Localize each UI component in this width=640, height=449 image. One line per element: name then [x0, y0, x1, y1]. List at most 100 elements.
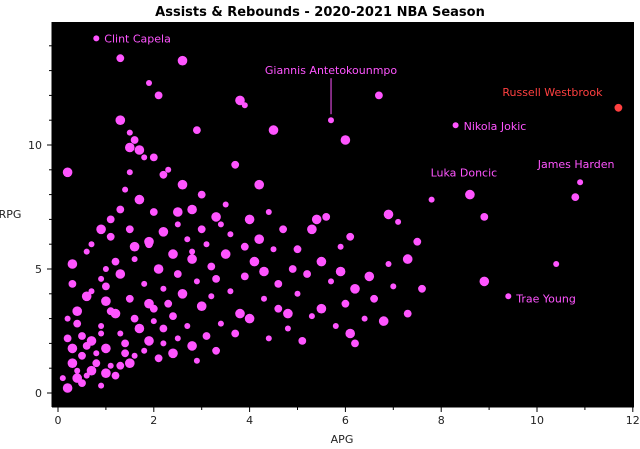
data-point [67, 259, 78, 269]
annotation-label: Clint Capela [104, 32, 171, 45]
data-point [92, 359, 101, 368]
data-point [121, 349, 129, 358]
data-point [571, 193, 580, 202]
data-point [254, 179, 264, 190]
data-point [265, 209, 272, 215]
data-point [217, 320, 224, 327]
data-point [402, 254, 413, 264]
data-point [158, 227, 169, 237]
data-point [88, 241, 95, 248]
data-point [211, 212, 221, 222]
data-point [98, 330, 105, 337]
data-point [265, 335, 272, 342]
data-point [403, 309, 412, 318]
y-tick-label: 5 [35, 263, 42, 276]
data-point [141, 347, 148, 354]
data-point [150, 318, 157, 325]
data-point [101, 343, 111, 354]
x-tick-label: 4 [246, 414, 253, 427]
data-point [98, 323, 105, 329]
data-point [72, 306, 82, 317]
data-point [173, 207, 183, 217]
data-point [149, 208, 158, 216]
data-point [294, 290, 301, 297]
data-point [390, 283, 397, 290]
data-point [102, 266, 109, 272]
data-point [131, 352, 138, 359]
data-point [83, 248, 90, 255]
data-point [244, 214, 255, 225]
x-tick-label: 6 [342, 414, 349, 427]
data-point [202, 332, 211, 340]
data-point [169, 312, 177, 320]
data-point [68, 280, 77, 288]
data-point [298, 337, 307, 345]
data-point [364, 271, 375, 282]
data-point [288, 265, 297, 273]
data-point [418, 284, 426, 293]
x-tick-label: 0 [55, 414, 62, 427]
data-point [116, 361, 125, 370]
data-point [303, 270, 311, 278]
data-point [145, 240, 153, 249]
data-point [102, 282, 110, 291]
data-point [212, 346, 221, 355]
data-point [341, 299, 350, 308]
data-point [307, 224, 317, 235]
data-point [96, 224, 106, 235]
x-axis-label: APG [331, 433, 354, 446]
data-point [361, 315, 368, 322]
x-tick-label: 2 [150, 414, 157, 427]
data-point [479, 276, 490, 287]
data-point [153, 264, 164, 274]
data-point [395, 218, 402, 225]
data-point [126, 129, 133, 136]
data-point [187, 341, 197, 351]
data-point [129, 241, 140, 252]
data-point [350, 284, 360, 294]
data-point [130, 314, 139, 323]
data-point [67, 358, 78, 369]
points-layer [59, 35, 623, 393]
data-point [122, 186, 129, 193]
data-point [93, 350, 100, 357]
data-point [63, 334, 72, 343]
data-point [553, 261, 560, 267]
data-point [81, 291, 92, 302]
data-point [78, 332, 86, 340]
data-point [261, 295, 267, 302]
x-tick-label: 12 [626, 414, 640, 427]
data-point [332, 323, 339, 329]
data-point [67, 343, 78, 354]
data-point [115, 269, 126, 279]
data-point [254, 234, 264, 244]
data-point [141, 154, 148, 161]
data-point [101, 368, 111, 379]
data-point [283, 308, 293, 319]
annotation-label: James Harden [537, 158, 615, 171]
annotation-label: Russell Westbrook [502, 86, 603, 99]
data-point [177, 289, 188, 299]
data-point [328, 278, 334, 285]
data-point [130, 136, 139, 144]
data-point [164, 299, 173, 308]
data-point [165, 166, 172, 173]
data-point [177, 55, 188, 66]
annotations-layer: Clint Capela Giannis Antetokounmpo Russell… [104, 32, 614, 305]
data-point [116, 205, 125, 214]
x-tick-label: 10 [530, 414, 544, 427]
data-point [375, 91, 383, 100]
data-point [193, 278, 200, 285]
data-point [141, 280, 148, 287]
data-point [197, 225, 206, 234]
y-axis-label: RPG [0, 208, 21, 221]
data-point [125, 294, 134, 303]
data-point [193, 357, 200, 364]
data-point [316, 256, 327, 267]
x-tick-label: 8 [438, 414, 445, 427]
data-point [64, 315, 71, 322]
data-point [134, 194, 145, 205]
data-point [82, 342, 91, 350]
data-point [193, 126, 201, 134]
